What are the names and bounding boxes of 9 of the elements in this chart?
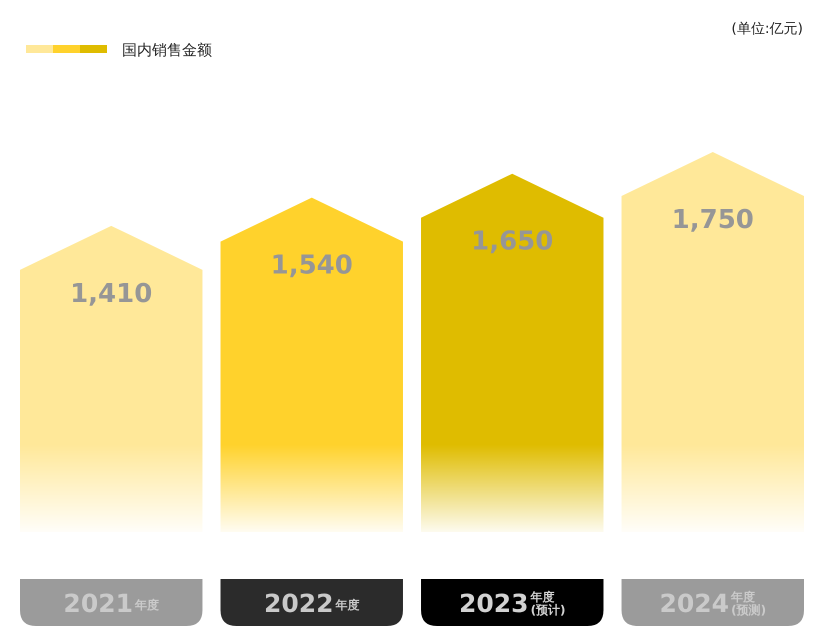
bar	[421, 174, 604, 532]
text: (单位:亿元)	[731, 21, 803, 37]
legend-label: 国内销售金额	[122, 41, 212, 59]
bar	[622, 152, 804, 532]
bar	[220, 198, 403, 532]
data-label: 1,540	[270, 250, 353, 281]
data-label: 1,410	[70, 278, 152, 309]
data-label: 1,750	[672, 205, 754, 235]
data-label: 1,650	[471, 226, 554, 257]
